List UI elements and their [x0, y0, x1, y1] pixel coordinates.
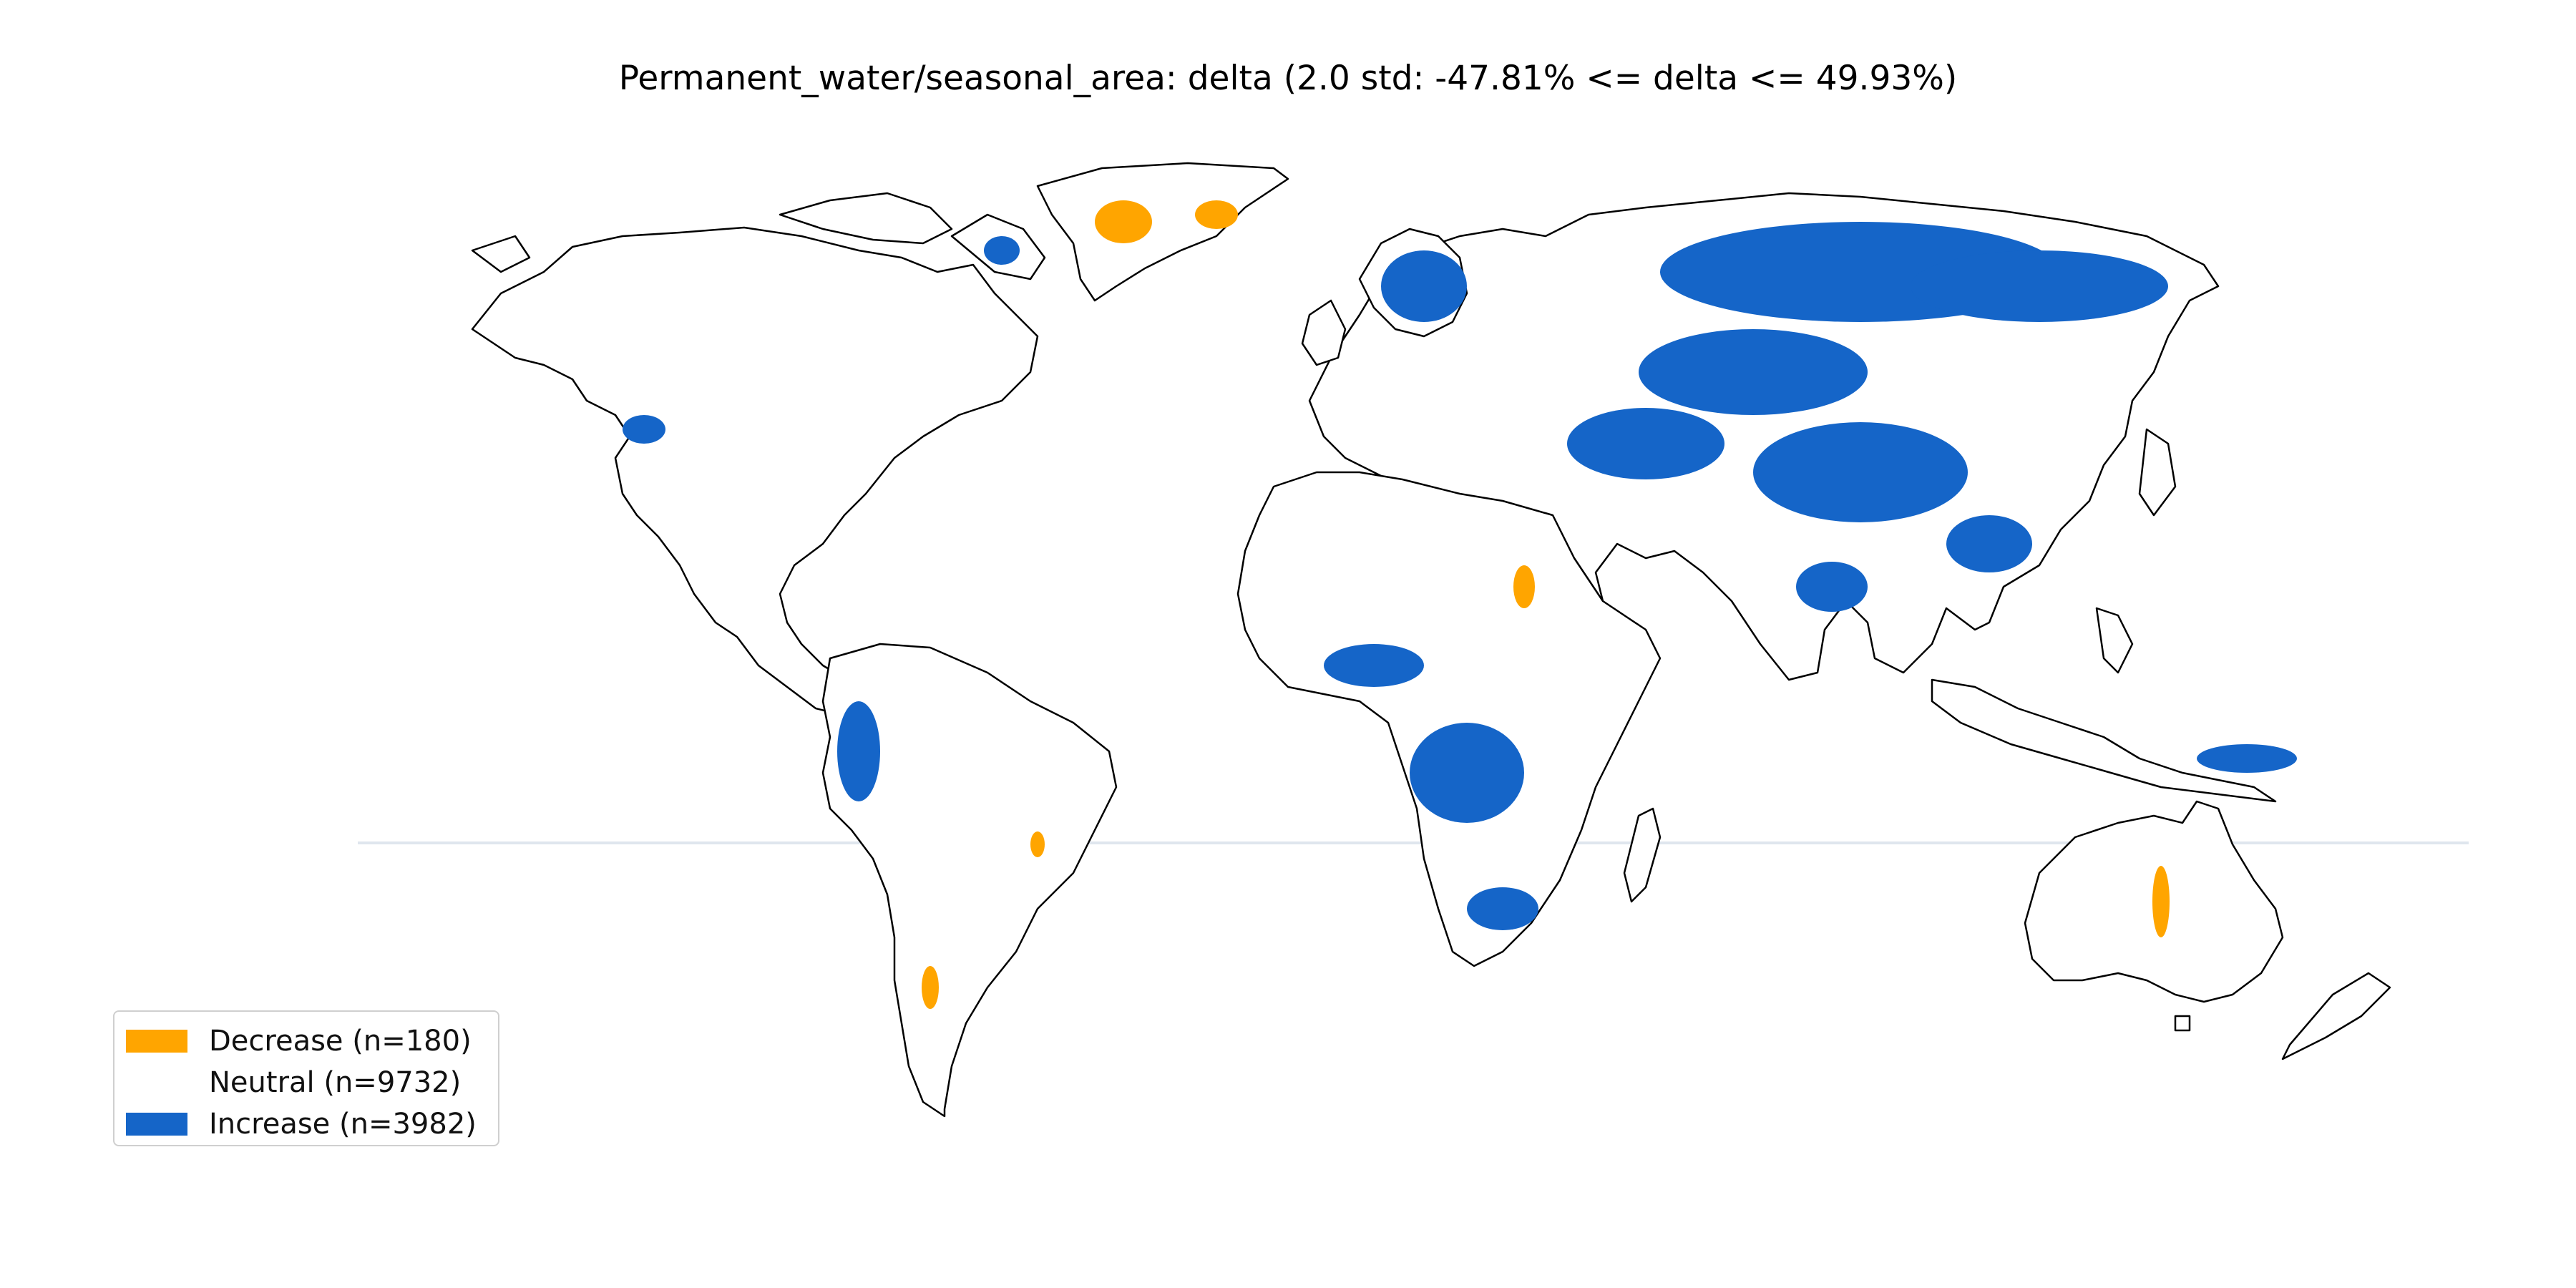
legend-label-decrease: Decrease (n=180): [209, 1025, 472, 1058]
legend-swatch-neutral: [126, 1071, 187, 1094]
arctic-islands: [779, 192, 953, 245]
japan: [2138, 428, 2177, 517]
legend-item-increase: Increase (n=3982): [126, 1106, 477, 1142]
increase-region: [623, 415, 665, 444]
legend-item-decrease: Decrease (n=180): [126, 1023, 472, 1059]
increase-region: [1410, 723, 1524, 823]
philippines: [2095, 607, 2134, 674]
increase-region: [1946, 515, 2032, 572]
madagascar: [1623, 807, 1662, 903]
decrease-region: [2152, 866, 2170, 937]
legend-item-neutral: Neutral (n=9732): [126, 1065, 461, 1101]
new-zealand: [2281, 972, 2391, 1060]
increase-region: [1639, 329, 1868, 415]
legend: Decrease (n=180) Neutral (n=9732) Increa…: [113, 1010, 499, 1146]
north-america: [471, 226, 1039, 717]
decrease-region: [1513, 565, 1535, 608]
decrease-regions: [922, 200, 2170, 1009]
indonesia: [1931, 678, 2277, 803]
increase-region: [1567, 408, 1724, 479]
great-britain: [1301, 299, 1347, 366]
map-title: Permanent_water/seasonal_area: delta (2.…: [618, 59, 1958, 98]
increase-region: [1467, 887, 1538, 930]
increase-region: [2197, 744, 2297, 773]
greenland: [1036, 162, 1289, 302]
alaska-west: [471, 235, 531, 273]
decrease-region: [1030, 831, 1045, 857]
decrease-region: [922, 966, 939, 1009]
africa: [1236, 471, 1662, 967]
decrease-region: [1095, 200, 1152, 243]
increase-region: [984, 236, 1020, 265]
increase-region: [1796, 562, 1868, 612]
legend-label-neutral: Neutral (n=9732): [209, 1066, 462, 1099]
increase-region: [837, 701, 880, 801]
legend-swatch-decrease: [126, 1030, 187, 1053]
increase-regions: [623, 222, 2297, 930]
increase-region: [1324, 644, 1424, 687]
increase-region: [1911, 250, 2168, 322]
tasmania: [2174, 1015, 2191, 1032]
legend-label-increase: Increase (n=3982): [209, 1108, 477, 1141]
increase-region: [1381, 250, 1467, 322]
decrease-region: [1195, 200, 1238, 229]
increase-region: [1753, 422, 1968, 522]
south-america: [821, 643, 1118, 1118]
legend-swatch-increase: [126, 1113, 187, 1136]
